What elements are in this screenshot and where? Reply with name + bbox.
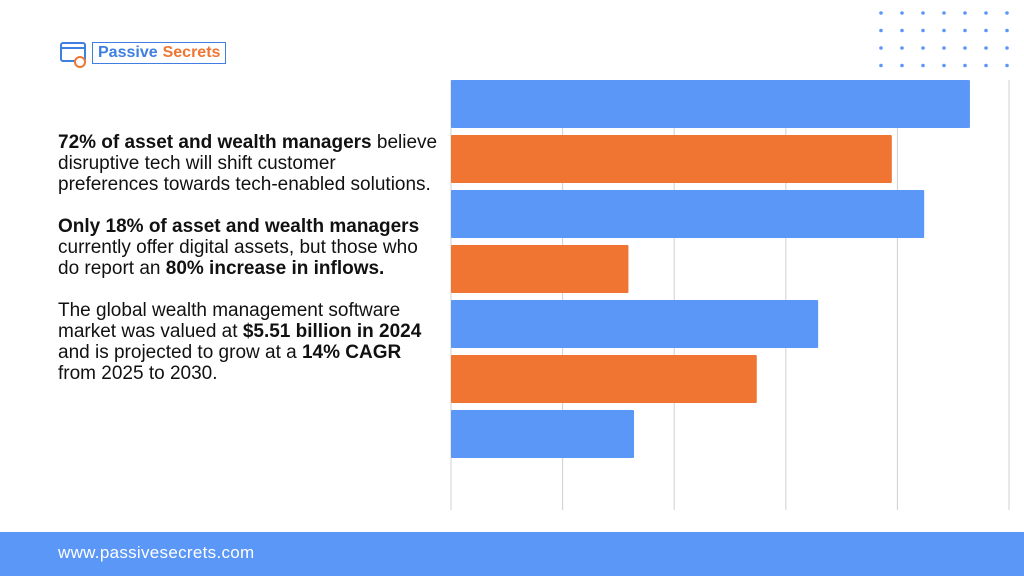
decor-dot xyxy=(963,46,967,50)
bar xyxy=(451,190,925,238)
text-run: The global wealth management software ma… xyxy=(58,300,401,342)
decor-dot xyxy=(921,28,925,33)
logo-word: Passive xyxy=(98,44,158,61)
decor-dot xyxy=(921,11,925,15)
bar xyxy=(451,410,635,458)
decor-dot xyxy=(879,11,883,15)
decor-dot xyxy=(942,63,946,68)
decor-dot xyxy=(1005,46,1009,50)
paragraph: 72% of asset and wealth managers believe… xyxy=(58,132,438,195)
decor-dot xyxy=(942,28,946,33)
decor-dot xyxy=(984,63,988,68)
decor-dot xyxy=(1005,11,1009,15)
text-run: from 2025 to 2030. xyxy=(58,363,218,384)
decor-dot xyxy=(963,28,967,33)
text-block: 72% of asset and wealth managers believe… xyxy=(58,132,438,405)
text-run: 72% of asset and wealth managers xyxy=(58,132,372,153)
decor-dot xyxy=(942,46,946,50)
decor-dot xyxy=(921,63,925,68)
decor-dot xyxy=(900,46,904,50)
decor-dot xyxy=(900,28,904,33)
logo-icon xyxy=(60,42,86,68)
chart xyxy=(60,11,1010,510)
decor-dot xyxy=(984,28,988,33)
decor-dot xyxy=(900,11,904,15)
footer: www.passivesecrets.com xyxy=(0,532,1024,576)
bar xyxy=(451,355,757,403)
paragraph: Only 18% of asset and wealth managers cu… xyxy=(58,216,438,279)
decor-dot xyxy=(879,28,883,33)
text-run: believe disruptive tech will shift custo… xyxy=(58,132,438,195)
logo-word: Secrets xyxy=(162,44,221,61)
bar xyxy=(451,245,629,293)
paragraph: The global wealth management software ma… xyxy=(58,300,438,384)
decor-dot xyxy=(942,11,946,15)
bar xyxy=(451,300,819,348)
logo: Passive Secrets xyxy=(92,42,227,64)
text-run: currently offer digital assets, but thos… xyxy=(58,237,418,279)
decor-dot xyxy=(963,11,967,15)
decor-dot xyxy=(879,46,883,50)
decor-dot xyxy=(1005,63,1009,68)
decor-dot xyxy=(900,63,904,68)
text-run: $5.51 billion in 2024 xyxy=(242,321,422,342)
footer-url: www.passivesecrets.com xyxy=(58,543,255,562)
decor-dot xyxy=(921,46,925,50)
text-run: 14% CAGR xyxy=(301,342,402,363)
text-run: Only 18% of asset and wealth managers xyxy=(58,216,420,237)
decor-dot xyxy=(984,11,988,15)
decor-dot xyxy=(984,46,988,50)
decor-dot xyxy=(1005,28,1009,33)
bar xyxy=(451,80,970,128)
bar xyxy=(451,135,892,183)
decor-dot xyxy=(963,63,967,68)
text-run: 80% increase in inflows. xyxy=(165,258,385,279)
text-run: and is projected to grow at a xyxy=(58,342,302,363)
decor-dot xyxy=(879,63,883,68)
